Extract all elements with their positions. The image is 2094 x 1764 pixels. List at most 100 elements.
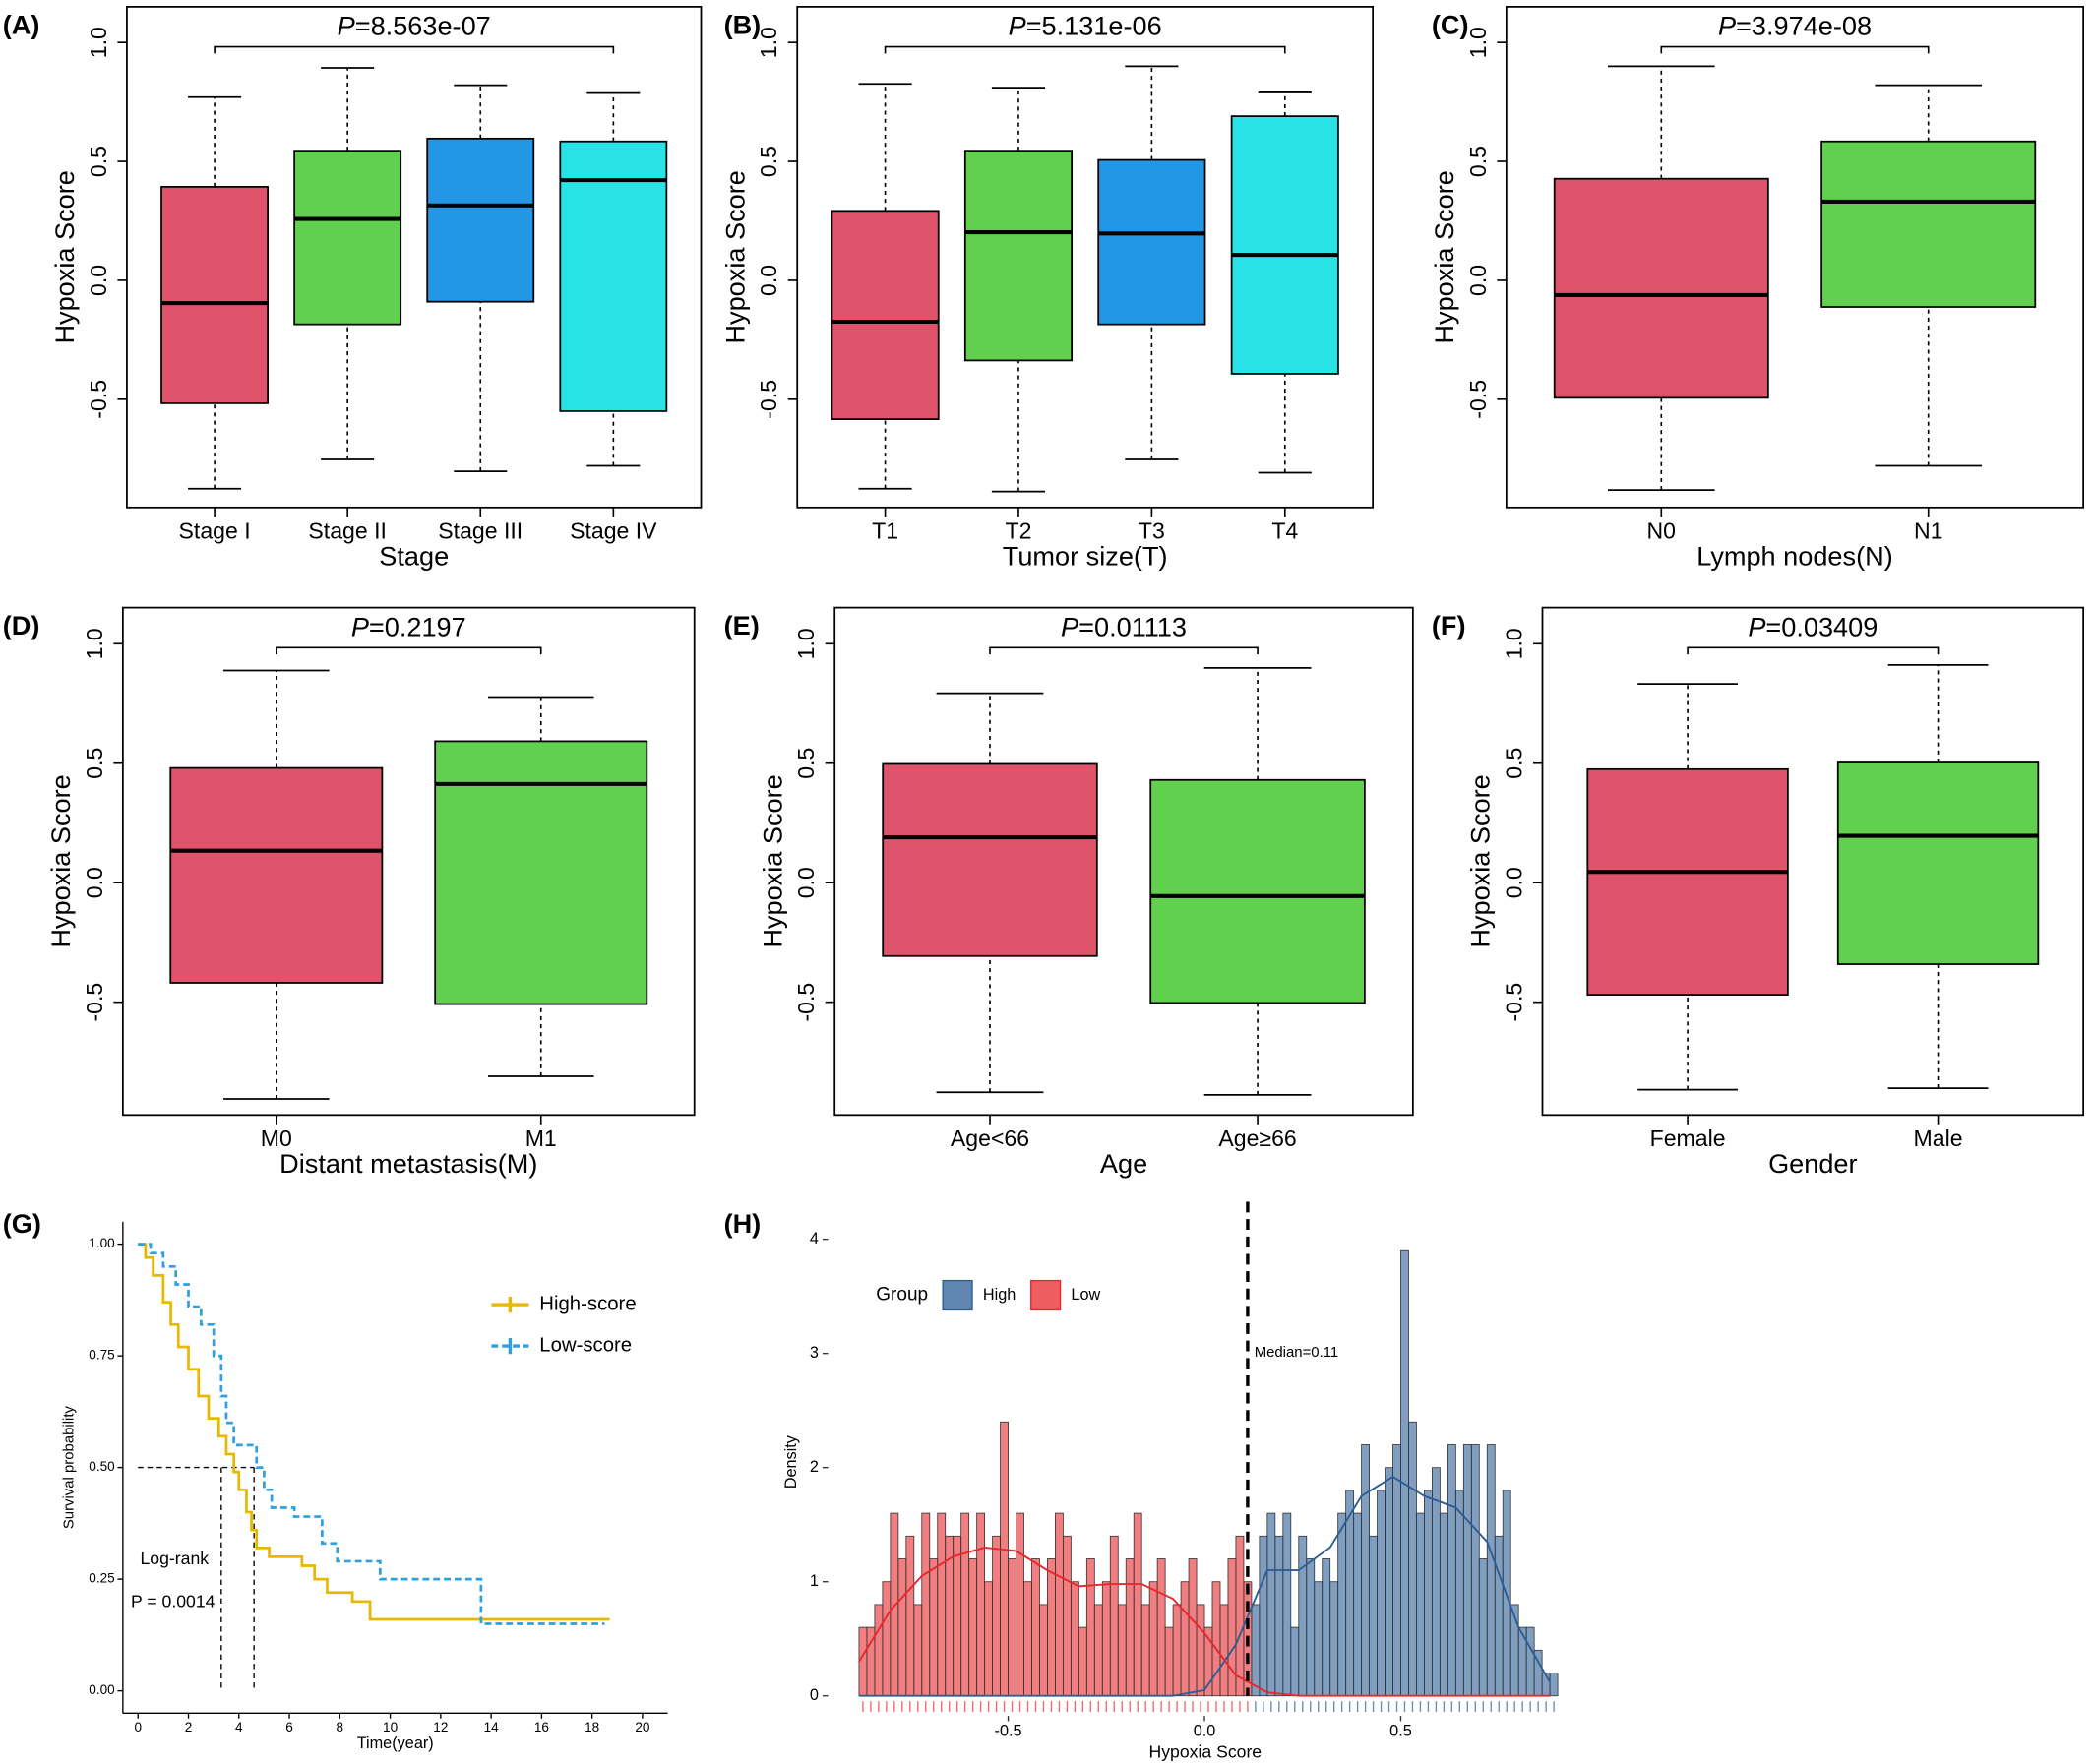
- histogram-bar: [1274, 1535, 1284, 1697]
- x-tick-label: N0: [1647, 518, 1676, 544]
- x-tick-label: 0.5: [1389, 1723, 1412, 1740]
- box: [1097, 158, 1206, 326]
- x-tick-label: Male: [1914, 1125, 1963, 1151]
- y-tick-label: 1.00: [89, 1236, 115, 1250]
- histogram-bar: [1385, 1467, 1393, 1697]
- histogram-bar: [1188, 1558, 1198, 1697]
- box: [169, 766, 384, 984]
- density-curve: [858, 1475, 1551, 1697]
- y-axis-title: Hypoxia Score: [45, 774, 76, 947]
- y-tick-label: -0.5: [756, 380, 781, 419]
- y-axis-title: Survival probability: [61, 1406, 78, 1530]
- histogram-bar: [992, 1535, 1001, 1697]
- box: [963, 150, 1074, 362]
- box: [160, 186, 270, 404]
- histogram-bar: [1180, 1581, 1190, 1697]
- histogram-bar: [1125, 1558, 1135, 1697]
- significance-bracket: [214, 45, 615, 54]
- x-tick-label: T4: [1271, 518, 1298, 544]
- y-tick-label: 0.0: [756, 265, 781, 296]
- panel-label: (A): [3, 9, 40, 39]
- x-axis-title: Lymph nodes(N): [1696, 541, 1893, 572]
- y-tick-label: 1.0: [1501, 628, 1526, 659]
- p-value: P=0.03409: [1748, 611, 1878, 641]
- x-tick-label: T2: [1006, 518, 1032, 544]
- y-axis-title: Hypoxia Score: [757, 774, 787, 947]
- box: [434, 740, 648, 1005]
- y-axis-title: Hypoxia Score: [49, 170, 80, 343]
- x-tick-label: 14: [484, 1720, 500, 1734]
- legend-title: Group: [876, 1285, 928, 1306]
- x-tick-label: N1: [1914, 518, 1942, 544]
- legend-key: [942, 1279, 973, 1311]
- histogram-bar: [905, 1535, 915, 1697]
- box: [1230, 115, 1339, 375]
- p-text: =3.974e-08: [1736, 11, 1872, 41]
- histogram-bar: [890, 1512, 899, 1697]
- y-tick-label: 0.5: [86, 146, 111, 177]
- box: [1820, 140, 2037, 308]
- histogram-bar: [976, 1512, 986, 1697]
- histogram-bar: [937, 1512, 947, 1697]
- histogram-bar: [1353, 1512, 1363, 1697]
- histogram-bar: [1392, 1444, 1401, 1697]
- box: [1149, 778, 1366, 1004]
- histogram-bar: [1251, 1604, 1261, 1697]
- x-tick-label: Stage I: [179, 518, 251, 544]
- significance-bracket: [989, 646, 1259, 655]
- legend-label: Low: [1071, 1286, 1100, 1304]
- histogram-bar: [1023, 1581, 1032, 1697]
- p-symbol: P: [1718, 11, 1736, 41]
- histogram-bar: [968, 1558, 978, 1697]
- histogram-bar: [1549, 1673, 1559, 1697]
- box: [1553, 177, 1769, 399]
- y-tick-label: 3: [810, 1344, 819, 1362]
- significance-bracket: [1660, 45, 1930, 54]
- histogram-bar: [1322, 1558, 1331, 1697]
- x-axis-title: Distant metastasis(M): [279, 1148, 537, 1179]
- histogram-bar: [1439, 1512, 1448, 1697]
- y-tick-label: 0.0: [1501, 867, 1526, 898]
- histogram-bar: [913, 1604, 923, 1697]
- x-tick-label: Age<66: [951, 1125, 1029, 1151]
- density-curve: [858, 1546, 1551, 1697]
- histogram-bar: [1486, 1444, 1496, 1697]
- histogram-bar: [960, 1512, 970, 1697]
- histogram-bar: [1133, 1512, 1142, 1697]
- y-axis-title: Density: [782, 1434, 800, 1489]
- histogram-bar: [1211, 1581, 1221, 1697]
- y-tick-label: -0.5: [86, 380, 111, 419]
- histogram-bar: [1494, 1535, 1504, 1697]
- x-tick-label: Female: [1650, 1125, 1726, 1151]
- histogram-bar: [1055, 1512, 1064, 1697]
- histogram-bar: [1000, 1421, 1009, 1697]
- p-value: P=5.131e-06: [1009, 11, 1162, 41]
- y-tick-label: 0: [810, 1686, 819, 1704]
- histogram-bar: [1172, 1604, 1182, 1697]
- p-text: =0.03409: [1765, 611, 1878, 641]
- histogram-bar: [1282, 1512, 1292, 1697]
- plot-frame: [121, 606, 696, 1117]
- y-tick-label: 0.00: [89, 1682, 115, 1697]
- y-tick-label: 0.5: [82, 748, 107, 779]
- x-axis-title: Gender: [1768, 1148, 1857, 1179]
- y-tick-label: 0.5: [756, 146, 781, 177]
- histogram-bar: [1408, 1421, 1417, 1697]
- p-value: P=0.01113: [1061, 611, 1187, 641]
- panel-label: (F): [1432, 610, 1466, 640]
- annotation: Log-rank: [141, 1549, 210, 1568]
- histogram-bar: [1109, 1535, 1119, 1697]
- histogram-bar: [1306, 1558, 1316, 1697]
- y-tick-label: 1: [810, 1572, 819, 1590]
- histogram-bar: [984, 1581, 993, 1697]
- plot-frame: [796, 6, 1375, 509]
- x-tick-label: 6: [285, 1720, 293, 1734]
- x-axis-title: Time(year): [357, 1734, 434, 1752]
- x-tick-label: M0: [261, 1125, 292, 1151]
- histogram-bar: [1447, 1444, 1456, 1697]
- histogram-bar: [1078, 1626, 1087, 1697]
- x-tick-label: -0.5: [995, 1723, 1022, 1740]
- y-axis-title: Hypoxia Score: [719, 170, 750, 343]
- panel-label: (B): [724, 9, 762, 39]
